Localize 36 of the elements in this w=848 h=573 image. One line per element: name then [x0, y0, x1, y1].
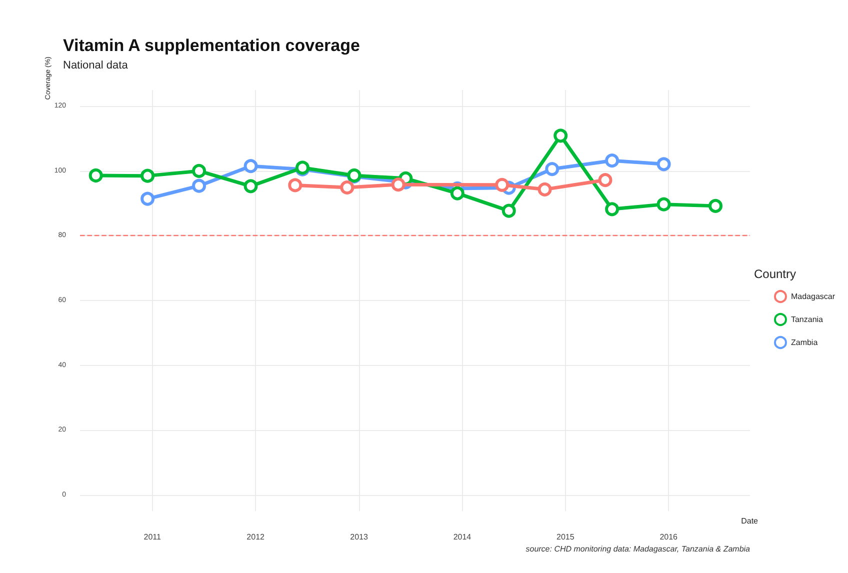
x-tick-label: 2011 [144, 532, 162, 542]
chart-title: Vitamin A supplementation coverage [63, 36, 360, 55]
x-tick-label: 2015 [556, 532, 575, 542]
x-tick-label: 2014 [453, 532, 472, 542]
x-axis-title: Date [741, 516, 759, 526]
point [244, 159, 258, 174]
point [140, 168, 155, 183]
legend-label: Tanzania [790, 315, 824, 324]
legend-title: Country [754, 267, 796, 281]
point [598, 173, 612, 188]
point [140, 192, 155, 206]
point [391, 178, 406, 192]
point [545, 162, 560, 176]
point [192, 164, 206, 178]
point [88, 168, 103, 182]
x-tick-label: 2013 [350, 532, 368, 542]
point [656, 197, 671, 212]
point [192, 178, 206, 193]
point [605, 202, 620, 216]
legend-label: Madagascar [790, 292, 836, 301]
point [502, 204, 516, 218]
point [495, 178, 510, 192]
point [656, 157, 671, 172]
chart-subtitle: National data [63, 60, 129, 72]
point [605, 154, 620, 168]
point [244, 179, 258, 194]
point [538, 182, 552, 196]
point [708, 198, 723, 213]
point [554, 128, 568, 143]
x-tick-label: 2012 [246, 532, 266, 542]
source-note: source: CHD monitoring data: Madagascar, Tanzania & Zambia [526, 544, 751, 554]
point [340, 180, 354, 194]
legend-label: Zambia [790, 338, 818, 347]
point [288, 178, 302, 192]
x-tick-label: 2016 [660, 532, 678, 542]
point [450, 186, 464, 200]
